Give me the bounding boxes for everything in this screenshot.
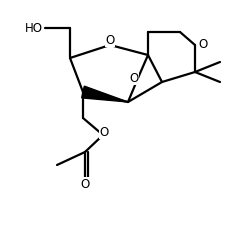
Text: O: O (129, 72, 139, 85)
Text: O: O (80, 178, 90, 191)
Text: O: O (99, 126, 109, 139)
Text: O: O (198, 37, 207, 50)
Text: O: O (105, 34, 115, 47)
Polygon shape (82, 87, 128, 102)
Text: HO: HO (25, 22, 43, 35)
